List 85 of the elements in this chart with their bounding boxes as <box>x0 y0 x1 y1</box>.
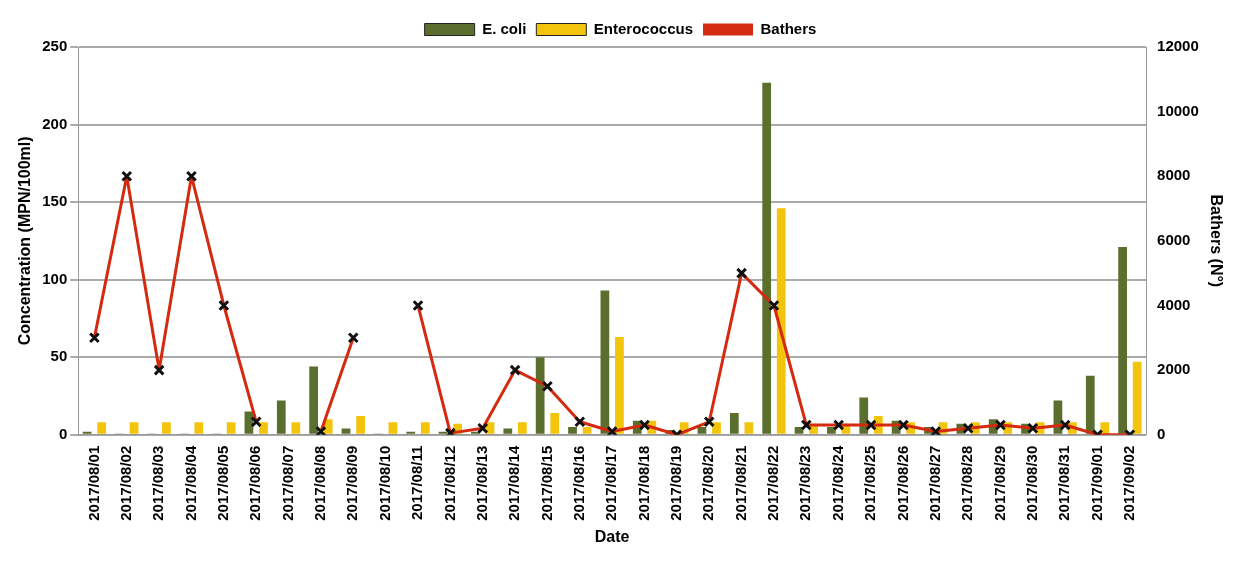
x-tick-label: 2017/09/01 <box>1087 445 1105 521</box>
y2-tick-label: 12000 <box>1157 37 1199 55</box>
y2-axis-title: Bathers (N°) <box>1207 194 1225 288</box>
x-tick-label: 2017/08/15 <box>537 445 555 521</box>
bar <box>276 400 286 434</box>
x-tick-label: 2017/08/31 <box>1055 445 1073 521</box>
x-tick-label: 2017/08/26 <box>893 445 911 521</box>
y-tick-label: 0 <box>58 424 68 442</box>
bar <box>582 426 592 434</box>
x-tick-label: 2017/08/28 <box>958 445 976 521</box>
x-tick-label: 2017/09/02 <box>1120 445 1138 521</box>
x-tick-label: 2017/08/23 <box>796 445 814 521</box>
bar <box>226 422 236 434</box>
y2-tick-label: 10000 <box>1157 101 1199 119</box>
bar <box>1118 247 1127 434</box>
x-tick-label: 2017/08/30 <box>1022 445 1040 521</box>
bar <box>729 413 739 434</box>
y2-tick-label: 2000 <box>1157 360 1191 378</box>
x-tick-label: 2017/08/14 <box>505 445 523 521</box>
bar <box>388 422 398 434</box>
x-tick-label: 2017/08/12 <box>440 445 458 521</box>
y-tick-label: 100 <box>42 269 68 287</box>
x-tick-label: 2017/08/13 <box>472 445 490 521</box>
bar <box>309 366 319 434</box>
bar <box>827 426 836 434</box>
bar <box>356 416 365 434</box>
bar <box>697 426 707 434</box>
y-tick-label: 250 <box>42 37 68 55</box>
x-tick-label: 2017/08/21 <box>731 445 749 521</box>
x-tick-label: 2017/08/02 <box>116 445 134 521</box>
bar <box>517 422 527 434</box>
y-axis-title: Concentration (MPN/100ml) <box>16 136 34 346</box>
y-tick-label: 200 <box>42 114 68 132</box>
legend-label: E. coli <box>482 19 527 37</box>
bar <box>323 419 333 434</box>
bar <box>712 422 721 434</box>
x-tick-label: 2017/08/25 <box>861 445 879 521</box>
bar <box>1100 422 1110 434</box>
bar <box>259 422 268 434</box>
bar <box>162 422 171 434</box>
x-tick-label: 2017/08/07 <box>278 445 296 521</box>
x-tick-label: 2017/08/24 <box>828 445 846 521</box>
bar <box>1132 361 1142 434</box>
x-tick-label: 2017/08/08 <box>311 445 329 521</box>
bar <box>194 422 204 434</box>
bar <box>291 422 301 434</box>
x-tick-label: 2017/08/03 <box>149 445 167 521</box>
x-axis-title: Date <box>594 527 630 545</box>
x-tick-label: 2017/08/09 <box>343 445 361 521</box>
x-tick-label: 2017/08/18 <box>634 445 652 521</box>
x-tick-label: 2017/08/27 <box>925 445 943 521</box>
x-tick-label: 2017/08/29 <box>990 445 1008 521</box>
legend-label: Enterococcus <box>593 19 694 37</box>
y-tick-label: 50 <box>50 347 68 365</box>
x-tick-label: 2017/08/11 <box>408 445 426 520</box>
y2-tick-label: 4000 <box>1157 295 1191 313</box>
x-tick-label: 2017/08/01 <box>84 445 102 521</box>
bar <box>762 82 772 434</box>
x-tick-label: 2017/08/10 <box>375 445 393 521</box>
bar <box>744 422 754 434</box>
y2-tick-label: 0 <box>1157 424 1166 442</box>
legend-label: Bathers <box>760 19 817 37</box>
x-tick-label: 2017/08/04 <box>181 445 199 521</box>
x-tick-label: 2017/08/17 <box>602 445 620 521</box>
bar <box>600 290 610 434</box>
bar <box>568 426 577 434</box>
bar <box>615 337 624 434</box>
bar <box>97 422 107 434</box>
x-tick-label: 2017/08/22 <box>764 445 782 521</box>
bar <box>550 413 560 434</box>
bar <box>420 422 430 434</box>
x-tick-label: 2017/08/20 <box>699 445 717 521</box>
y-tick-label: 150 <box>42 192 68 210</box>
bar <box>129 422 139 434</box>
x-tick-label: 2017/08/05 <box>213 445 231 521</box>
y2-tick-label: 6000 <box>1157 231 1191 248</box>
bar <box>535 357 545 434</box>
bar <box>1085 375 1095 434</box>
x-tick-label: 2017/08/16 <box>569 445 587 521</box>
bar <box>503 428 513 434</box>
y2-tick-label: 8000 <box>1157 166 1191 184</box>
x-tick-label: 2017/08/19 <box>667 445 685 521</box>
bar <box>406 431 416 434</box>
bar <box>776 208 786 434</box>
x-tick-label: 2017/08/06 <box>246 445 264 521</box>
